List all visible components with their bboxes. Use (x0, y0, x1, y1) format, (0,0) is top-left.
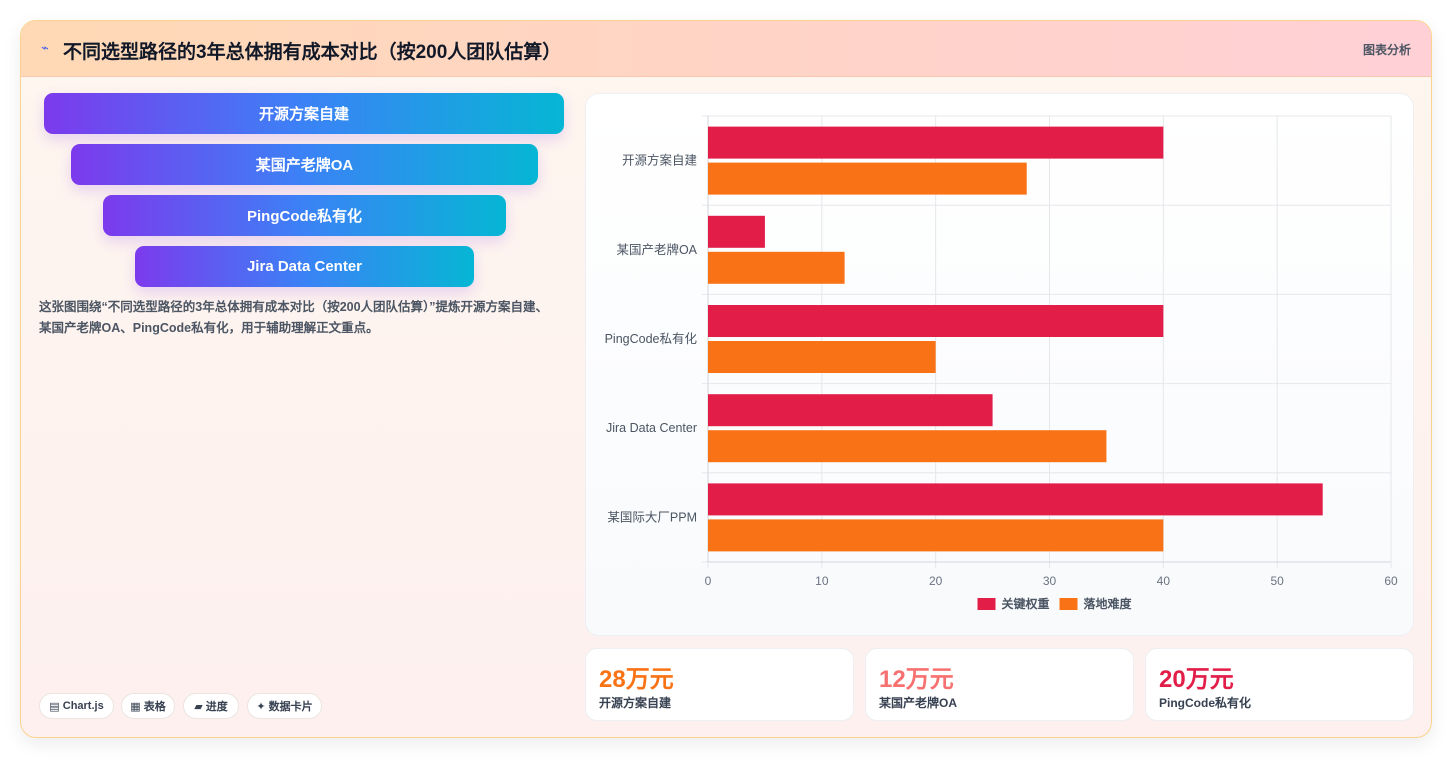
bar-difficulty (708, 519, 1164, 552)
bar-weight (708, 483, 1323, 516)
bar-weight (708, 305, 1164, 337)
progress-icon: ▰ (194, 700, 203, 713)
card-header: ⌁ 不同选型路径的3年总体拥有成本对比（按200人团队估算） 图表分析 (21, 21, 1431, 77)
pill-chartjs[interactable]: ▤ Chart.js (39, 693, 114, 719)
pill-label: Chart.js (62, 700, 104, 712)
x-tick-label: 0 (705, 574, 712, 588)
pill-data-card[interactable]: ✦ 数据卡片 (247, 693, 322, 719)
table-icon: ▦ (130, 700, 141, 713)
pill-label: 数据卡片 (268, 701, 313, 713)
x-tick-label: 40 (1157, 574, 1171, 588)
stat-value: 12万元 (879, 666, 954, 693)
x-tick-label: 50 (1270, 574, 1284, 588)
pill-label: 进度 (205, 701, 228, 713)
legend-swatch (1059, 598, 1078, 610)
pill-label: 表格 (143, 701, 166, 713)
spark-icon: ⌁ (41, 40, 49, 55)
x-tick-label: 10 (815, 574, 829, 588)
stat-value: 20万元 (1159, 666, 1234, 693)
bar-difficulty (708, 341, 936, 373)
page-title: 不同选型路径的3年总体拥有成本对比（按200人团队估算） (63, 42, 562, 63)
stat-card-1: 28万元 开源方案自建 (585, 648, 854, 721)
chart-card: 0 10 20 30 40 50 60 开源方案自建某国产老牌OA PingCode私有化 Jir… (585, 93, 1414, 636)
chart-description: 这张图围绕“不同选型路径的3年总体拥有成本对比（按200人团队估算）”提炼开源方… (39, 300, 549, 335)
bar-weight (708, 394, 993, 427)
chart-icon: ▤ (49, 700, 60, 713)
y-category-label: 某国产老牌OA (616, 242, 697, 257)
legend-swatch (977, 598, 996, 610)
stat-card-2: 12万元 某国产老牌OA (865, 648, 1134, 721)
pill-table[interactable]: ▦ 表格 (121, 693, 175, 719)
y-category-label: Jira Data Center (606, 421, 697, 435)
y-category-label: 开源方案自建 (622, 153, 698, 168)
report-card: ⌁ 不同选型路径的3年总体拥有成本对比（按200人团队估算） 图表分析 开源方案… (20, 20, 1432, 738)
bar-weight (708, 215, 765, 248)
x-tick-label: 30 (1043, 574, 1057, 588)
bar-difficulty (708, 162, 1027, 195)
sparkle-icon: ✦ (256, 700, 266, 713)
bar-difficulty (708, 430, 1107, 463)
chart-analysis-tag: 图表分析 (1362, 43, 1411, 57)
bar-weight (708, 126, 1164, 159)
stat-label: 某国产老牌OA (879, 696, 958, 710)
bar-difficulty (708, 251, 845, 284)
stat-value: 28万元 (599, 666, 674, 693)
legend-label: 落地难度 (1084, 596, 1133, 611)
y-category-label: 某国际大厂PPM (607, 510, 697, 524)
y-category-label: PingCode私有化 (605, 332, 698, 346)
legend-label: 关键权重 (1002, 596, 1050, 611)
funnel-step-1: 开源方案自建 (44, 93, 564, 134)
funnel-step-3: PingCode私有化 (103, 195, 506, 236)
x-tick-label: 60 (1384, 574, 1398, 588)
stat-label: 开源方案自建 (599, 696, 672, 710)
funnel-step-2: 某国产老牌OA (71, 144, 538, 185)
funnel-step-4: Jira Data Center (135, 246, 474, 287)
stat-label: PingCode私有化 (1159, 696, 1251, 710)
x-tick-label: 20 (929, 574, 943, 588)
pill-progress[interactable]: ▰ 进度 (183, 693, 239, 719)
stat-card-3: 20万元 PingCode私有化 (1145, 648, 1414, 721)
